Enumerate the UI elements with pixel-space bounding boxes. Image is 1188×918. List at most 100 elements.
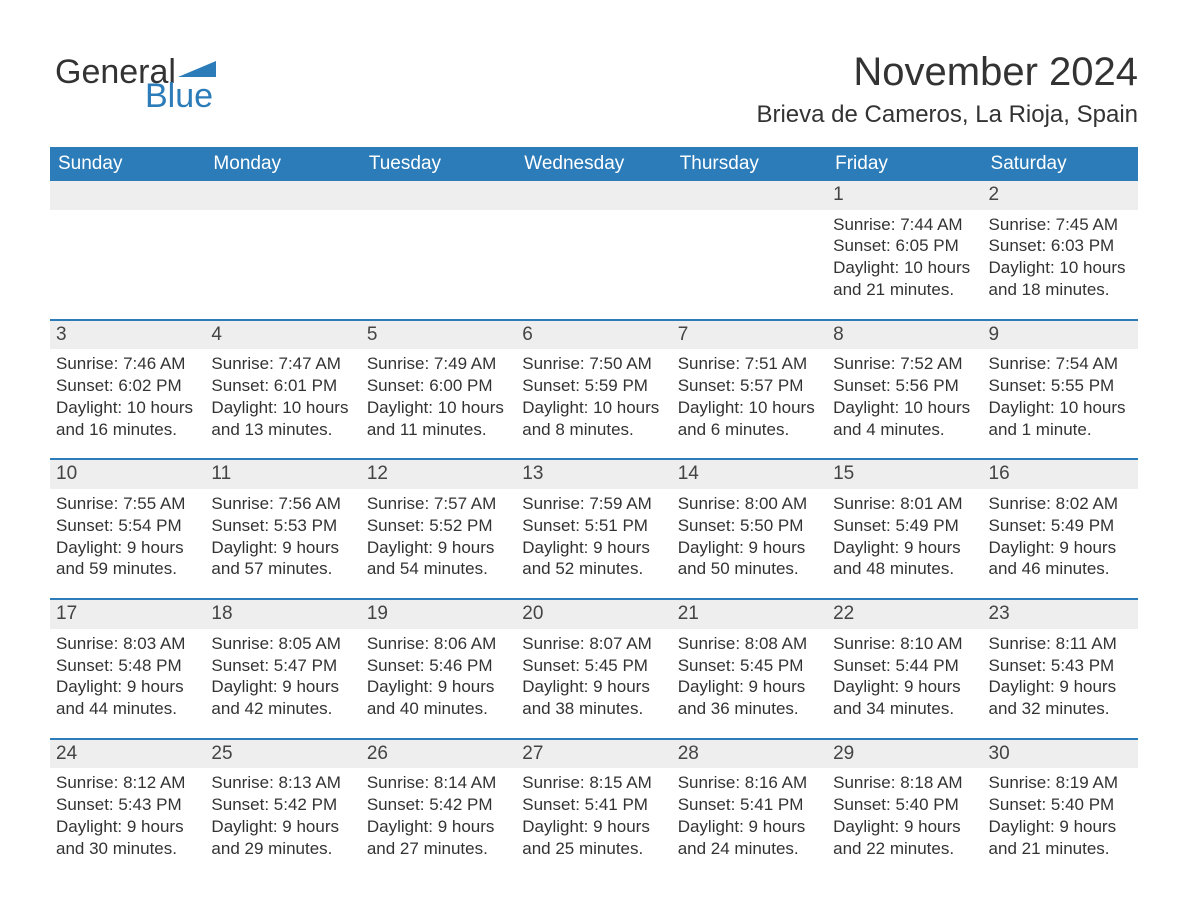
day-number: 19 [361,600,516,629]
day-sunset: Sunset: 6:02 PM [56,375,199,397]
day-sunset: Sunset: 5:45 PM [522,655,665,677]
day-cell: 6Sunrise: 7:50 AMSunset: 5:59 PMDaylight… [516,321,671,441]
day-number: 28 [672,740,827,769]
day-cell: 9Sunrise: 7:54 AMSunset: 5:55 PMDaylight… [983,321,1138,441]
day-cell: 16Sunrise: 8:02 AMSunset: 5:49 PMDayligh… [983,460,1138,580]
day-daylight2: and 16 minutes. [56,419,199,441]
day-daylight2: and 42 minutes. [211,698,354,720]
day-daylight2: and 57 minutes. [211,558,354,580]
day-daylight1: Daylight: 9 hours [211,537,354,559]
day-sunset: Sunset: 5:52 PM [367,515,510,537]
day-body: Sunrise: 8:06 AMSunset: 5:46 PMDaylight:… [361,629,516,720]
day-sunrise: Sunrise: 7:52 AM [833,353,976,375]
day-sunset: Sunset: 5:41 PM [678,794,821,816]
day-sunset: Sunset: 5:54 PM [56,515,199,537]
day-daylight1: Daylight: 10 hours [678,397,821,419]
day-body: Sunrise: 7:45 AMSunset: 6:03 PMDaylight:… [983,210,1138,301]
day-sunrise: Sunrise: 7:51 AM [678,353,821,375]
day-of-week-header: SundayMondayTuesdayWednesdayThursdayFrid… [50,147,1138,181]
day-daylight1: Daylight: 9 hours [989,816,1132,838]
day-body: Sunrise: 8:02 AMSunset: 5:49 PMDaylight:… [983,489,1138,580]
day-sunrise: Sunrise: 8:05 AM [211,633,354,655]
day-number: 5 [361,321,516,350]
week-row: 17Sunrise: 8:03 AMSunset: 5:48 PMDayligh… [50,598,1138,720]
day-body: Sunrise: 8:03 AMSunset: 5:48 PMDaylight:… [50,629,205,720]
day-sunrise: Sunrise: 8:08 AM [678,633,821,655]
day-cell [205,181,360,301]
day-number: 27 [516,740,671,769]
day-cell: 17Sunrise: 8:03 AMSunset: 5:48 PMDayligh… [50,600,205,720]
day-sunset: Sunset: 5:56 PM [833,375,976,397]
day-sunset: Sunset: 6:05 PM [833,235,976,257]
day-sunrise: Sunrise: 8:00 AM [678,493,821,515]
dow-cell: Friday [827,147,982,181]
day-sunrise: Sunrise: 8:02 AM [989,493,1132,515]
day-body: Sunrise: 7:46 AMSunset: 6:02 PMDaylight:… [50,349,205,440]
day-cell: 7Sunrise: 7:51 AMSunset: 5:57 PMDaylight… [672,321,827,441]
day-number [50,181,205,210]
day-daylight1: Daylight: 10 hours [367,397,510,419]
day-sunrise: Sunrise: 8:07 AM [522,633,665,655]
day-sunrise: Sunrise: 7:44 AM [833,214,976,236]
day-daylight1: Daylight: 9 hours [367,676,510,698]
day-number: 8 [827,321,982,350]
day-sunrise: Sunrise: 8:19 AM [989,772,1132,794]
day-number: 4 [205,321,360,350]
week-row: 1Sunrise: 7:44 AMSunset: 6:05 PMDaylight… [50,181,1138,301]
day-sunset: Sunset: 5:42 PM [211,794,354,816]
day-cell: 10Sunrise: 7:55 AMSunset: 5:54 PMDayligh… [50,460,205,580]
day-daylight2: and 8 minutes. [522,419,665,441]
day-sunset: Sunset: 5:44 PM [833,655,976,677]
day-daylight1: Daylight: 9 hours [56,537,199,559]
day-number: 22 [827,600,982,629]
day-body: Sunrise: 8:00 AMSunset: 5:50 PMDaylight:… [672,489,827,580]
day-number: 16 [983,460,1138,489]
day-number: 15 [827,460,982,489]
day-daylight2: and 11 minutes. [367,419,510,441]
day-sunset: Sunset: 6:03 PM [989,235,1132,257]
day-cell: 2Sunrise: 7:45 AMSunset: 6:03 PMDaylight… [983,181,1138,301]
day-body: Sunrise: 8:13 AMSunset: 5:42 PMDaylight:… [205,768,360,859]
day-daylight1: Daylight: 9 hours [211,816,354,838]
day-daylight2: and 34 minutes. [833,698,976,720]
day-cell: 18Sunrise: 8:05 AMSunset: 5:47 PMDayligh… [205,600,360,720]
day-body: Sunrise: 8:18 AMSunset: 5:40 PMDaylight:… [827,768,982,859]
day-number: 23 [983,600,1138,629]
day-daylight1: Daylight: 9 hours [678,537,821,559]
day-sunset: Sunset: 5:59 PM [522,375,665,397]
day-sunrise: Sunrise: 8:10 AM [833,633,976,655]
day-sunrise: Sunrise: 7:56 AM [211,493,354,515]
day-daylight2: and 24 minutes. [678,838,821,860]
day-body: Sunrise: 8:07 AMSunset: 5:45 PMDaylight:… [516,629,671,720]
calendar-page: General Blue November 2024 Brieva de Cam… [0,0,1188,918]
dow-cell: Tuesday [361,147,516,181]
day-number: 30 [983,740,1138,769]
day-sunset: Sunset: 5:49 PM [833,515,976,537]
day-sunset: Sunset: 5:42 PM [367,794,510,816]
day-daylight1: Daylight: 10 hours [833,397,976,419]
day-daylight2: and 48 minutes. [833,558,976,580]
day-sunrise: Sunrise: 7:50 AM [522,353,665,375]
day-cell: 22Sunrise: 8:10 AMSunset: 5:44 PMDayligh… [827,600,982,720]
day-cell: 21Sunrise: 8:08 AMSunset: 5:45 PMDayligh… [672,600,827,720]
day-sunrise: Sunrise: 8:11 AM [989,633,1132,655]
day-daylight1: Daylight: 9 hours [522,537,665,559]
day-daylight1: Daylight: 9 hours [989,537,1132,559]
day-cell: 25Sunrise: 8:13 AMSunset: 5:42 PMDayligh… [205,740,360,860]
day-daylight1: Daylight: 9 hours [678,816,821,838]
day-sunrise: Sunrise: 7:47 AM [211,353,354,375]
day-body: Sunrise: 7:56 AMSunset: 5:53 PMDaylight:… [205,489,360,580]
dow-cell: Sunday [50,147,205,181]
day-daylight1: Daylight: 9 hours [56,816,199,838]
day-cell: 29Sunrise: 8:18 AMSunset: 5:40 PMDayligh… [827,740,982,860]
day-sunset: Sunset: 5:49 PM [989,515,1132,537]
day-daylight1: Daylight: 9 hours [522,676,665,698]
day-body: Sunrise: 7:52 AMSunset: 5:56 PMDaylight:… [827,349,982,440]
day-number [516,181,671,210]
day-daylight2: and 21 minutes. [989,838,1132,860]
day-body: Sunrise: 8:10 AMSunset: 5:44 PMDaylight:… [827,629,982,720]
day-cell [361,181,516,301]
day-sunrise: Sunrise: 8:14 AM [367,772,510,794]
day-sunset: Sunset: 5:57 PM [678,375,821,397]
day-cell [672,181,827,301]
